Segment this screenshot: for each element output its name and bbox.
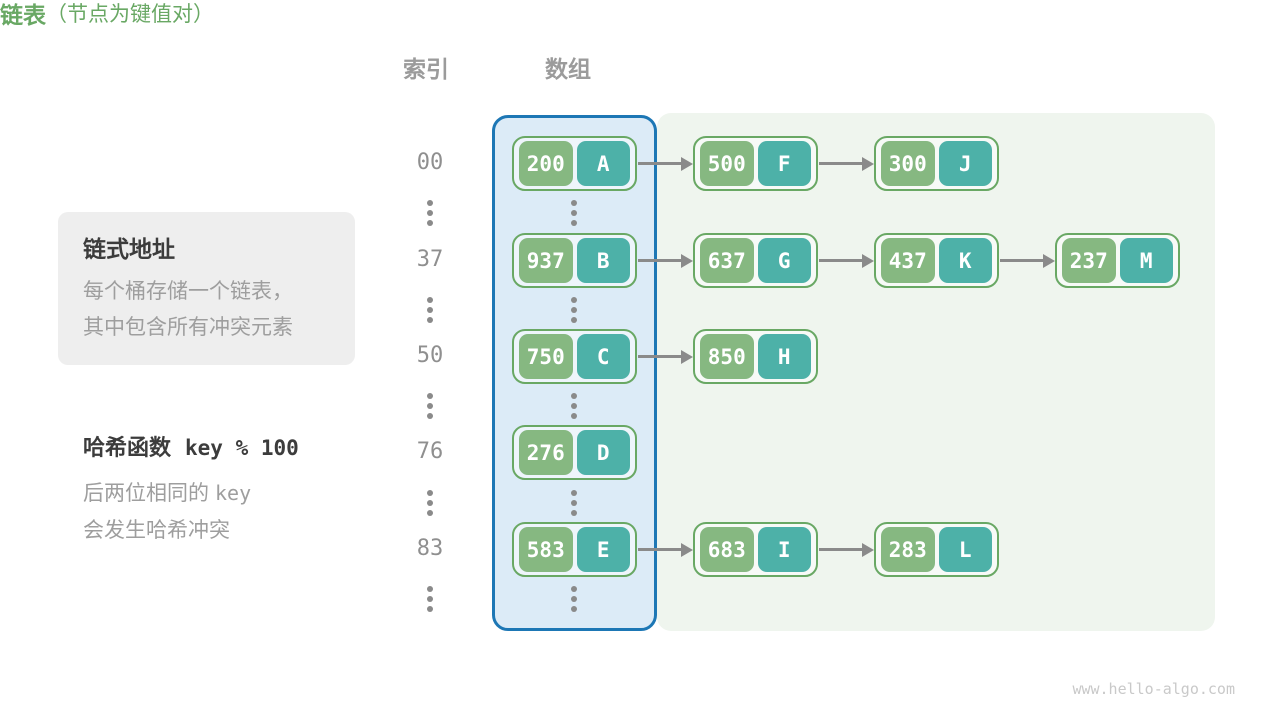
kv-node: 750 C (512, 329, 637, 384)
node-key: 937 (519, 238, 573, 283)
next-pointer-arrow-icon (637, 233, 693, 288)
bucket-row-00: 200 A 500 F 300 J (512, 136, 999, 191)
node-key: 437 (881, 238, 935, 283)
node-key: 283 (881, 527, 935, 572)
next-pointer-arrow-icon (999, 233, 1055, 288)
vertical-ellipsis-icon (571, 393, 577, 419)
node-value: A (576, 141, 630, 186)
node-key: 500 (700, 141, 754, 186)
kv-node: 276 D (512, 425, 637, 480)
index-label-37: 37 (416, 247, 444, 272)
node-value: G (757, 238, 811, 283)
node-key: 683 (700, 527, 754, 572)
hash-collision-line1-text: 后两位相同的 (83, 482, 209, 505)
hash-function-formula: key % 100 (185, 436, 299, 460)
bucket-row-50: 750 C 850 H (512, 329, 818, 384)
node-value: K (938, 238, 992, 283)
index-label-50: 50 (416, 343, 444, 368)
index-label-00: 00 (416, 150, 444, 175)
vertical-ellipsis-icon (427, 586, 433, 612)
hash-function-note: 哈希函数 key % 100 后两位相同的 key 会发生哈希冲突 (83, 433, 299, 549)
array-column-header: 数组 (545, 56, 591, 82)
node-value: B (576, 238, 630, 283)
next-pointer-arrow-icon (818, 522, 874, 577)
vertical-ellipsis-icon (427, 200, 433, 226)
kv-node: 437 K (874, 233, 999, 288)
node-key: 850 (700, 334, 754, 379)
kv-node: 683 I (693, 522, 818, 577)
kv-node: 937 B (512, 233, 637, 288)
index-column-header: 索引 (403, 56, 449, 82)
node-value: I (757, 527, 811, 572)
chaining-info-title: 链式地址 (83, 236, 175, 262)
kv-node: 500 F (693, 136, 818, 191)
bucket-row-76: 276 D (512, 425, 637, 480)
bucket-row-37: 937 B 637 G 437 K 237 M (512, 233, 1180, 288)
hash-collision-line1-code: key (215, 481, 252, 505)
node-key: 583 (519, 527, 573, 572)
chaining-info-body: 每个桶存储一个链表， 其中包含所有冲突元素 (83, 274, 355, 346)
node-key: 276 (519, 430, 573, 475)
kv-node: 300 J (874, 136, 999, 191)
vertical-ellipsis-icon (427, 393, 433, 419)
kv-node: 637 G (693, 233, 818, 288)
index-label-83: 83 (416, 536, 444, 561)
node-key: 200 (519, 141, 573, 186)
site-watermark: www.hello-algo.com (1072, 680, 1235, 698)
node-key: 637 (700, 238, 754, 283)
node-value: F (757, 141, 811, 186)
hash-function-label: 哈希函数 (83, 435, 172, 460)
hash-collision-body: 后两位相同的 key 会发生哈希冲突 (83, 475, 299, 549)
node-value: H (757, 334, 811, 379)
next-pointer-arrow-icon (818, 136, 874, 191)
kv-node: 200 A (512, 136, 637, 191)
vertical-ellipsis-icon (427, 297, 433, 323)
node-key: 300 (881, 141, 935, 186)
hash-collision-line2: 会发生哈希冲突 (83, 519, 230, 542)
kv-node: 850 H (693, 329, 818, 384)
next-pointer-arrow-icon (637, 522, 693, 577)
next-pointer-arrow-icon (637, 136, 693, 191)
node-key: 237 (1062, 238, 1116, 283)
kv-node: 583 E (512, 522, 637, 577)
next-pointer-arrow-icon (637, 329, 693, 384)
linked-list-header-title: 链表 (0, 2, 46, 28)
node-value: D (576, 430, 630, 475)
hash-function-title: 哈希函数 key % 100 (83, 433, 299, 463)
node-value: C (576, 334, 630, 379)
node-value: J (938, 141, 992, 186)
node-value: E (576, 527, 630, 572)
chaining-info-box: 链式地址 每个桶存储一个链表， 其中包含所有冲突元素 (58, 212, 355, 365)
hash-collision-line1: 后两位相同的 key (83, 475, 299, 512)
vertical-ellipsis-icon (571, 490, 577, 516)
node-key: 750 (519, 334, 573, 379)
bucket-row-83: 583 E 683 I 283 L (512, 522, 999, 577)
index-label-76: 76 (416, 439, 444, 464)
vertical-ellipsis-icon (571, 200, 577, 226)
vertical-ellipsis-icon (571, 586, 577, 612)
next-pointer-arrow-icon (818, 233, 874, 288)
kv-node: 237 M (1055, 233, 1180, 288)
node-value: L (938, 527, 992, 572)
vertical-ellipsis-icon (571, 297, 577, 323)
node-value: M (1119, 238, 1173, 283)
chaining-info-line2: 其中包含所有冲突元素 (83, 316, 293, 339)
vertical-ellipsis-icon (427, 490, 433, 516)
linked-list-header-note: （节点为键值对） (46, 3, 214, 26)
chaining-info-line1: 每个桶存储一个链表， (83, 280, 293, 303)
linked-list-column-header: 链表 （节点为键值对） (0, 0, 1280, 30)
kv-node: 283 L (874, 522, 999, 577)
